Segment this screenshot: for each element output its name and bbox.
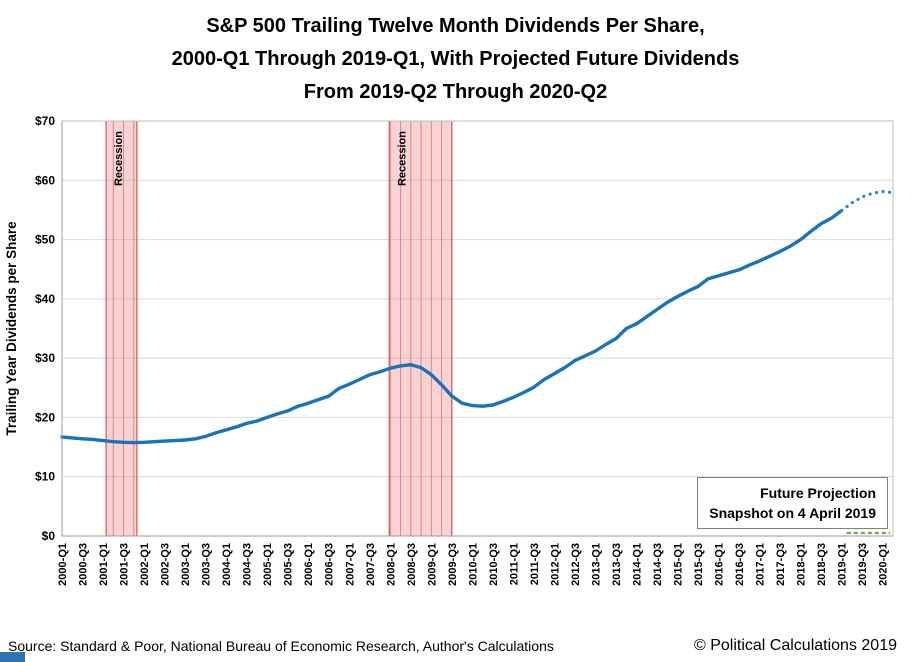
chart-title: S&P 500 Trailing Twelve Month Dividends … xyxy=(0,0,911,109)
y-tick-label: $40 xyxy=(35,292,55,306)
x-tick-label: 2005-Q1 xyxy=(262,543,274,586)
x-tick-label: 2007-Q3 xyxy=(365,543,377,586)
x-tick-label: 2018-Q3 xyxy=(816,543,828,586)
chart-title-line-1: S&P 500 Trailing Twelve Month Dividends … xyxy=(206,15,705,37)
dividends-line-chart: $0 $10 $20 $30 $40 $50 $60 $70 Recession Recessio… xyxy=(4,114,895,586)
x-tick-label: 2001-Q1 xyxy=(98,543,110,586)
dividends-line xyxy=(60,208,844,445)
x-tick-label: 2014-Q1 xyxy=(632,543,644,586)
x-tick-label: 2006-Q3 xyxy=(324,543,336,586)
y-tick-label: $30 xyxy=(35,351,55,365)
legend-line-1: Future Projection xyxy=(760,485,876,501)
y-tick-label: $50 xyxy=(35,233,55,247)
projection-line xyxy=(840,189,895,213)
x-tick-label: 2020-Q1 xyxy=(878,543,890,586)
x-tick-label: 2010-Q3 xyxy=(488,543,500,586)
recession-label: Recession xyxy=(113,131,125,186)
x-tick-label: 2015-Q1 xyxy=(673,543,685,586)
chart-title-line-3: From 2019-Q2 Through 2020-Q2 xyxy=(303,81,608,103)
x-tick-label: 2012-Q1 xyxy=(549,543,561,586)
x-tick-label: 2011-Q3 xyxy=(529,543,541,585)
x-tick-label: 2013-Q1 xyxy=(590,543,602,586)
legend-line-2: Snapshot on 4 April 2019 xyxy=(709,505,876,521)
source-note: Source: Standard & Poor, National Bureau… xyxy=(8,638,554,654)
copyright-note: © Political Calculations 2019 xyxy=(693,637,897,654)
x-tick-label: 2016-Q1 xyxy=(714,543,726,586)
plot-area xyxy=(62,121,893,536)
x-tick-label: 2017-Q1 xyxy=(755,543,767,586)
x-tick-label: 2009-Q1 xyxy=(426,543,438,586)
y-tick-label: $10 xyxy=(35,470,55,484)
x-tick-label: 2003-Q3 xyxy=(201,543,213,586)
chart-title-line-2: 2000-Q1 Through 2019-Q1, With Projected … xyxy=(171,48,740,70)
y-tick-label: $0 xyxy=(42,529,56,543)
x-tick-label: 2013-Q3 xyxy=(611,543,623,586)
x-tick-label: 2004-Q1 xyxy=(221,543,233,586)
x-tick-label: 2008-Q1 xyxy=(385,543,397,586)
x-tick-label: 2001-Q3 xyxy=(119,543,131,586)
x-tick-label: 2005-Q3 xyxy=(283,543,295,586)
x-tick-label: 2012-Q3 xyxy=(570,543,582,586)
x-tick-label: 2002-Q3 xyxy=(160,543,172,586)
projection-legend: Future Projection Snapshot on 4 April 20… xyxy=(697,477,888,529)
corner-mark xyxy=(0,652,25,662)
x-tick-label: 2002-Q1 xyxy=(139,543,151,586)
x-tick-label: 2018-Q1 xyxy=(796,543,808,586)
recession-label: Recession xyxy=(396,131,408,186)
x-tick-label: 2007-Q1 xyxy=(344,543,356,586)
x-tick-label: 2019-Q3 xyxy=(857,543,869,586)
y-axis-title: Trailing Year Dividends per Share xyxy=(4,221,19,436)
x-tick-label: 2010-Q1 xyxy=(467,543,479,586)
x-tick-label: 2000-Q3 xyxy=(78,543,90,586)
y-tick-label: $70 xyxy=(35,114,55,128)
x-tick-label: 2006-Q1 xyxy=(303,543,315,586)
y-tick-label: $60 xyxy=(35,173,55,187)
x-tick-label: 2011-Q1 xyxy=(508,543,520,585)
x-tick-label: 2014-Q3 xyxy=(652,543,664,586)
x-tick-label: 2017-Q3 xyxy=(775,543,787,586)
x-tick-label: 2015-Q3 xyxy=(693,543,705,586)
x-tick-label: 2004-Q3 xyxy=(242,543,254,586)
x-tick-label: 2019-Q1 xyxy=(837,543,849,586)
x-tick-label: 2008-Q3 xyxy=(406,543,418,586)
y-tick-label: $20 xyxy=(35,410,55,424)
x-tick-label: 2000-Q1 xyxy=(57,543,69,586)
x-tick-label: 2009-Q3 xyxy=(447,543,459,586)
x-tick-label: 2003-Q1 xyxy=(180,543,192,586)
x-tick-label: 2016-Q3 xyxy=(734,543,746,586)
recession-band xyxy=(106,121,137,536)
